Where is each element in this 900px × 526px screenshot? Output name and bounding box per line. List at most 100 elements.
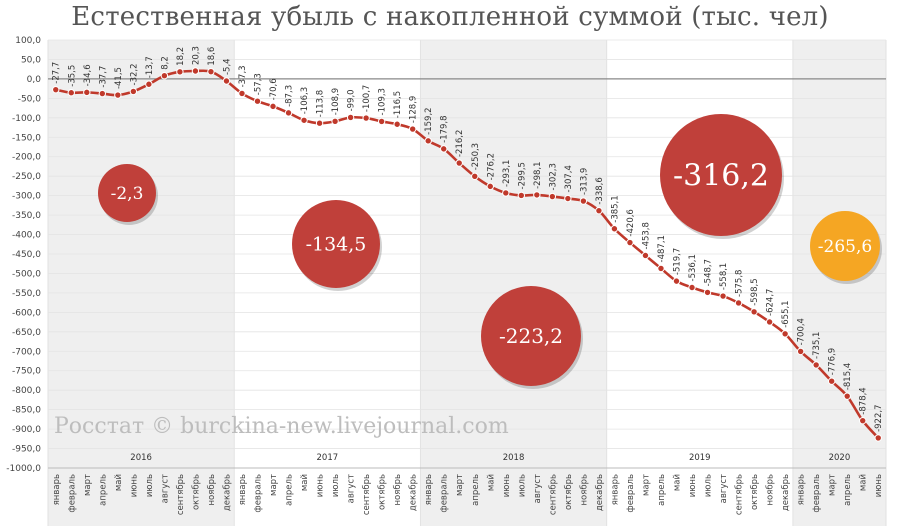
data-point bbox=[502, 189, 510, 197]
data-point bbox=[719, 292, 727, 300]
month-label: май bbox=[300, 474, 310, 491]
data-label: -37,7 bbox=[98, 66, 108, 88]
year-label: 2017 bbox=[317, 453, 339, 463]
data-point bbox=[564, 194, 572, 203]
month-label: апрель bbox=[657, 474, 667, 506]
month-label: октябрь bbox=[750, 474, 760, 510]
data-point bbox=[734, 299, 743, 307]
data-label: -27,7 bbox=[52, 62, 62, 84]
data-label: -106,3 bbox=[300, 87, 310, 114]
data-point bbox=[129, 87, 138, 96]
data-point bbox=[626, 238, 634, 247]
series-line bbox=[52, 67, 882, 442]
month-label: декабрь bbox=[222, 474, 232, 511]
month-label: июнь bbox=[316, 474, 326, 497]
annual-total-label: -223,2 bbox=[499, 324, 563, 348]
data-point bbox=[315, 119, 324, 127]
data-label: -453,8 bbox=[641, 222, 651, 249]
data-point bbox=[641, 251, 650, 260]
month-label: февраль bbox=[812, 474, 822, 513]
month-label: апрель bbox=[98, 474, 108, 506]
data-point bbox=[750, 308, 758, 316]
chart-title: Естественная убыль с накопленной суммой … bbox=[71, 2, 829, 32]
data-label: -109,3 bbox=[378, 88, 388, 115]
annual-total-label: -316,2 bbox=[673, 159, 769, 194]
data-label: -815,4 bbox=[843, 363, 853, 390]
month-label: сентябрь bbox=[735, 474, 745, 515]
data-point bbox=[300, 116, 308, 124]
month-label: август bbox=[533, 474, 543, 503]
y-tick-label: -250,0 bbox=[12, 172, 41, 182]
data-point bbox=[114, 91, 122, 99]
data-label: -700,4 bbox=[797, 318, 807, 345]
data-point bbox=[160, 72, 169, 80]
x-axis: январь февраль март апрель май июнь июль август… bbox=[52, 453, 884, 515]
data-label: -655,1 bbox=[781, 300, 791, 327]
data-label: -128,9 bbox=[409, 96, 419, 123]
data-label: -32,2 bbox=[129, 63, 139, 85]
data-point bbox=[67, 89, 75, 97]
month-label: март bbox=[455, 474, 465, 496]
y-tick-label: -750,0 bbox=[12, 367, 41, 377]
year-band bbox=[792, 40, 886, 526]
data-point bbox=[222, 77, 231, 85]
year-label: 2018 bbox=[503, 453, 525, 463]
data-label: -179,8 bbox=[440, 115, 450, 142]
data-point bbox=[517, 191, 526, 200]
data-point bbox=[579, 197, 588, 205]
month-label: август bbox=[347, 474, 357, 503]
month-label: март bbox=[269, 474, 279, 496]
y-tick-label: -450,0 bbox=[12, 250, 41, 260]
y-tick-label: -350,0 bbox=[12, 211, 41, 221]
month-label: октябрь bbox=[378, 474, 388, 510]
data-label: 18,2 bbox=[176, 47, 186, 66]
data-label: -34,6 bbox=[83, 64, 93, 86]
month-label: август bbox=[719, 474, 729, 503]
data-point bbox=[827, 377, 836, 385]
data-label: -159,2 bbox=[424, 107, 434, 134]
data-label: -5,4 bbox=[222, 58, 232, 75]
month-label: апрель bbox=[471, 474, 481, 506]
y-tick-label: 0,0 bbox=[27, 75, 42, 85]
month-label: май bbox=[114, 474, 124, 491]
y-tick-label: -850,0 bbox=[12, 406, 41, 416]
data-label: -113,8 bbox=[316, 90, 326, 117]
data-point bbox=[331, 117, 339, 125]
month-label: ноябрь bbox=[579, 474, 589, 506]
data-point bbox=[610, 225, 619, 233]
month-label: сентябрь bbox=[176, 474, 186, 515]
data-point bbox=[207, 67, 215, 76]
data-labels: -27,7 -35,5 -34,6 -37,7 -41,5 -32,2 -13,7 8,2 18… bbox=[52, 46, 884, 432]
data-point bbox=[346, 113, 355, 122]
annual-total-bubble bbox=[98, 164, 156, 222]
data-point bbox=[703, 288, 712, 297]
data-label: -100,7 bbox=[362, 85, 372, 112]
data-label: -558,1 bbox=[719, 263, 729, 290]
data-point bbox=[83, 88, 91, 97]
data-point bbox=[843, 392, 851, 400]
annual-total-label: -2,3 bbox=[111, 184, 144, 204]
data-label: -87,3 bbox=[285, 85, 295, 107]
year-label: 2019 bbox=[689, 453, 711, 463]
y-tick-label: 50,0 bbox=[21, 55, 41, 65]
month-label: октябрь bbox=[191, 474, 201, 510]
month-label: июнь bbox=[129, 474, 139, 497]
data-label: -385,1 bbox=[610, 195, 620, 222]
month-label: январь bbox=[424, 474, 434, 505]
y-tick-label: -500,0 bbox=[12, 269, 41, 279]
data-label: -116,5 bbox=[393, 91, 403, 118]
y-tick-label: -200,0 bbox=[12, 153, 41, 163]
month-label: ноябрь bbox=[393, 474, 403, 506]
month-label: июль bbox=[331, 474, 341, 497]
gridlines bbox=[48, 39, 886, 469]
month-label: май bbox=[859, 474, 869, 491]
y-tick-label: -1000,0 bbox=[6, 464, 41, 474]
month-label: февраль bbox=[67, 474, 77, 513]
data-point bbox=[859, 416, 867, 425]
data-point bbox=[471, 172, 479, 180]
data-label: -487,1 bbox=[657, 235, 667, 262]
y-tick-label: -50,0 bbox=[18, 94, 42, 104]
data-label: -293,1 bbox=[502, 160, 512, 187]
data-label: -299,5 bbox=[517, 162, 527, 189]
